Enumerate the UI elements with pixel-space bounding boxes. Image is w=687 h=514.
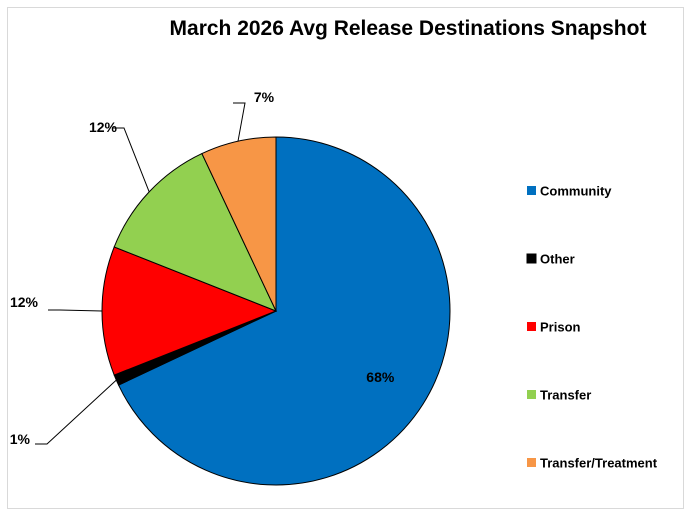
data-label-transfer: 12% (89, 119, 118, 135)
data-label-community: 68% (366, 369, 395, 385)
legend-label-community: Community (540, 184, 612, 199)
pie-slices (101, 136, 451, 486)
legend-item-community: Community (527, 184, 612, 199)
legend-swatch-transfer-treatment (527, 458, 536, 467)
legend-swatch-other (526, 253, 537, 264)
leader-line-transfer-treatment (233, 102, 246, 142)
data-labels: 68% 1% 12% 12% 7% (10, 89, 395, 447)
chart-title: March 2026 Avg Release Destinations Snap… (170, 17, 647, 40)
leader-line-other (35, 379, 117, 445)
legend-label-transfer-treatment: Transfer/Treatment (540, 456, 658, 471)
leader-line-transfer (112, 127, 150, 193)
legend-swatch-community (527, 186, 536, 195)
legend-swatch-transfer (527, 390, 536, 399)
legend-label-transfer: Transfer (540, 388, 591, 403)
legend-item-transfer: Transfer (527, 388, 591, 403)
pie-slice-community (117, 136, 451, 486)
legend-item-transfer-treatment: Transfer/Treatment (527, 456, 658, 471)
legend-item-prison: Prison (527, 320, 581, 335)
legend-swatch-prison (527, 322, 536, 331)
legend-item-other: Other (526, 252, 575, 267)
pie-slice-transfer-treatment (201, 136, 277, 312)
legend: Community Other Prison Transfer Transfer/Tre… (526, 184, 658, 471)
leader-lines (35, 102, 246, 445)
pie-slice-prison (101, 246, 278, 376)
data-label-transfer-treatment: 7% (254, 89, 275, 105)
legend-label-prison: Prison (540, 320, 581, 335)
leader-line-prison (48, 309, 103, 312)
data-label-prison: 12% (10, 294, 39, 310)
data-label-other: 1% (10, 431, 31, 447)
legend-label-other: Other (540, 252, 575, 267)
